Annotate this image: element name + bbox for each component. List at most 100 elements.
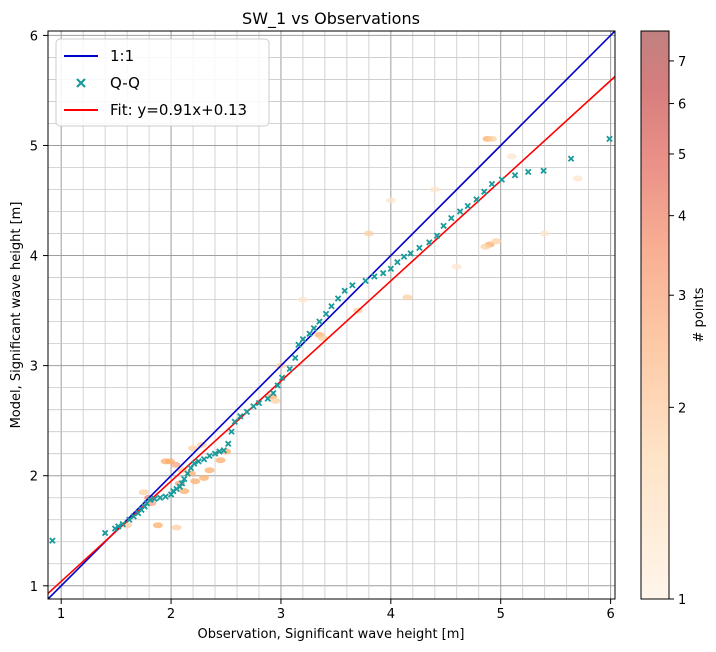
density-point xyxy=(190,478,201,485)
colorbar-tick-label: 4 xyxy=(678,210,686,225)
qq-point xyxy=(488,180,496,188)
qq-point xyxy=(400,253,408,260)
qq-point xyxy=(328,302,335,310)
density-point xyxy=(270,397,281,404)
qq-point xyxy=(371,273,378,280)
qq-point xyxy=(162,493,169,500)
density-point xyxy=(491,238,502,245)
qq-point xyxy=(341,287,348,295)
qq-point xyxy=(216,448,223,455)
colorbar-tick-label: 7 xyxy=(678,55,686,70)
qq-point xyxy=(200,455,208,463)
x-axis: 1 2 3 4 5 6 xyxy=(57,599,615,622)
qq-point xyxy=(322,310,330,318)
qq-point xyxy=(178,480,186,487)
density-point xyxy=(506,153,517,160)
density-point xyxy=(486,135,497,142)
colorbar-label: # points xyxy=(692,287,707,342)
colorbar-tick-label: 2 xyxy=(678,401,686,416)
density-point xyxy=(188,445,199,452)
qq-point xyxy=(228,428,235,435)
qq-point xyxy=(540,167,547,175)
y-tick-label: 4 xyxy=(30,250,38,265)
qq-point xyxy=(190,460,198,467)
y-tick-label: 2 xyxy=(30,470,38,485)
qq-point xyxy=(211,450,219,457)
colorbar-tick-label: 6 xyxy=(678,98,686,113)
qq-point xyxy=(151,495,158,503)
y-tick-label: 6 xyxy=(30,29,38,44)
qq-point xyxy=(237,413,244,420)
density-point xyxy=(170,461,181,468)
density-point xyxy=(171,524,182,531)
density-point xyxy=(539,230,550,237)
density-point xyxy=(572,175,583,182)
density-layer xyxy=(122,135,583,531)
qq-point xyxy=(524,168,532,176)
legend-label-qq: Q-Q xyxy=(110,74,140,92)
qq-layer xyxy=(49,135,613,544)
qq-point xyxy=(306,330,313,337)
density-point xyxy=(317,335,328,342)
colorbar-tick-label: 3 xyxy=(678,289,686,304)
density-point xyxy=(152,522,163,529)
qq-point xyxy=(184,470,191,477)
density-point xyxy=(297,296,308,303)
qq-point xyxy=(498,176,506,183)
y-tick-label: 3 xyxy=(30,360,38,375)
qq-point xyxy=(49,537,56,544)
legend-label-1to1: 1:1 xyxy=(110,47,134,65)
qq-point xyxy=(243,408,251,416)
fit-line xyxy=(48,75,615,594)
grid xyxy=(48,31,615,599)
qq-point xyxy=(379,269,387,277)
qq-point xyxy=(606,135,613,143)
qq-point xyxy=(101,529,109,537)
density-point xyxy=(385,197,396,204)
qq-point xyxy=(349,282,356,289)
plot-frame xyxy=(47,30,616,600)
qq-point xyxy=(407,250,414,257)
y-axis-label: Model, Significant wave height [m] xyxy=(9,202,24,429)
qq-point xyxy=(456,208,464,215)
qq-point xyxy=(394,258,401,266)
x-tick-label: 6 xyxy=(606,607,614,622)
qq-point xyxy=(448,214,455,222)
qq-point xyxy=(433,232,441,239)
colorbar-tick-label: 5 xyxy=(678,148,686,163)
x-tick-label: 1 xyxy=(57,607,65,622)
qq-point xyxy=(220,447,228,454)
qq-point xyxy=(299,335,307,343)
y-tick-label: 1 xyxy=(30,580,38,595)
density-point xyxy=(204,467,215,474)
qq-point xyxy=(286,365,293,373)
qq-point xyxy=(270,389,277,397)
y-axis: 1 2 3 4 5 6 xyxy=(30,29,48,595)
qq-point xyxy=(274,382,281,389)
y-tick-label: 5 xyxy=(30,139,38,154)
qq-point xyxy=(206,452,213,460)
colorbar-gradient xyxy=(640,30,670,600)
density-point xyxy=(429,186,440,193)
colorbar: 1 2 3 4 5 6 7 # points xyxy=(640,30,707,608)
legend-box xyxy=(55,38,270,127)
qq-point xyxy=(255,399,263,407)
qq-point xyxy=(115,523,122,530)
legend-marker-qq xyxy=(76,78,86,88)
qq-point xyxy=(316,318,323,325)
density-point xyxy=(402,294,413,301)
chart-title: SW_1 vs Observations xyxy=(242,9,420,29)
qq-point xyxy=(292,354,299,362)
density-point xyxy=(363,230,374,237)
qq-point xyxy=(511,171,519,179)
qq-point xyxy=(334,295,342,302)
legend-label-fit: Fit: y=0.91x+0.13 xyxy=(110,101,247,119)
density-point xyxy=(215,457,226,464)
qq-point xyxy=(250,403,257,410)
qq-point xyxy=(481,188,488,195)
qq-point xyxy=(264,395,272,402)
qq-point xyxy=(387,265,395,273)
x-tick-label: 5 xyxy=(497,607,505,622)
qq-point xyxy=(440,222,447,230)
